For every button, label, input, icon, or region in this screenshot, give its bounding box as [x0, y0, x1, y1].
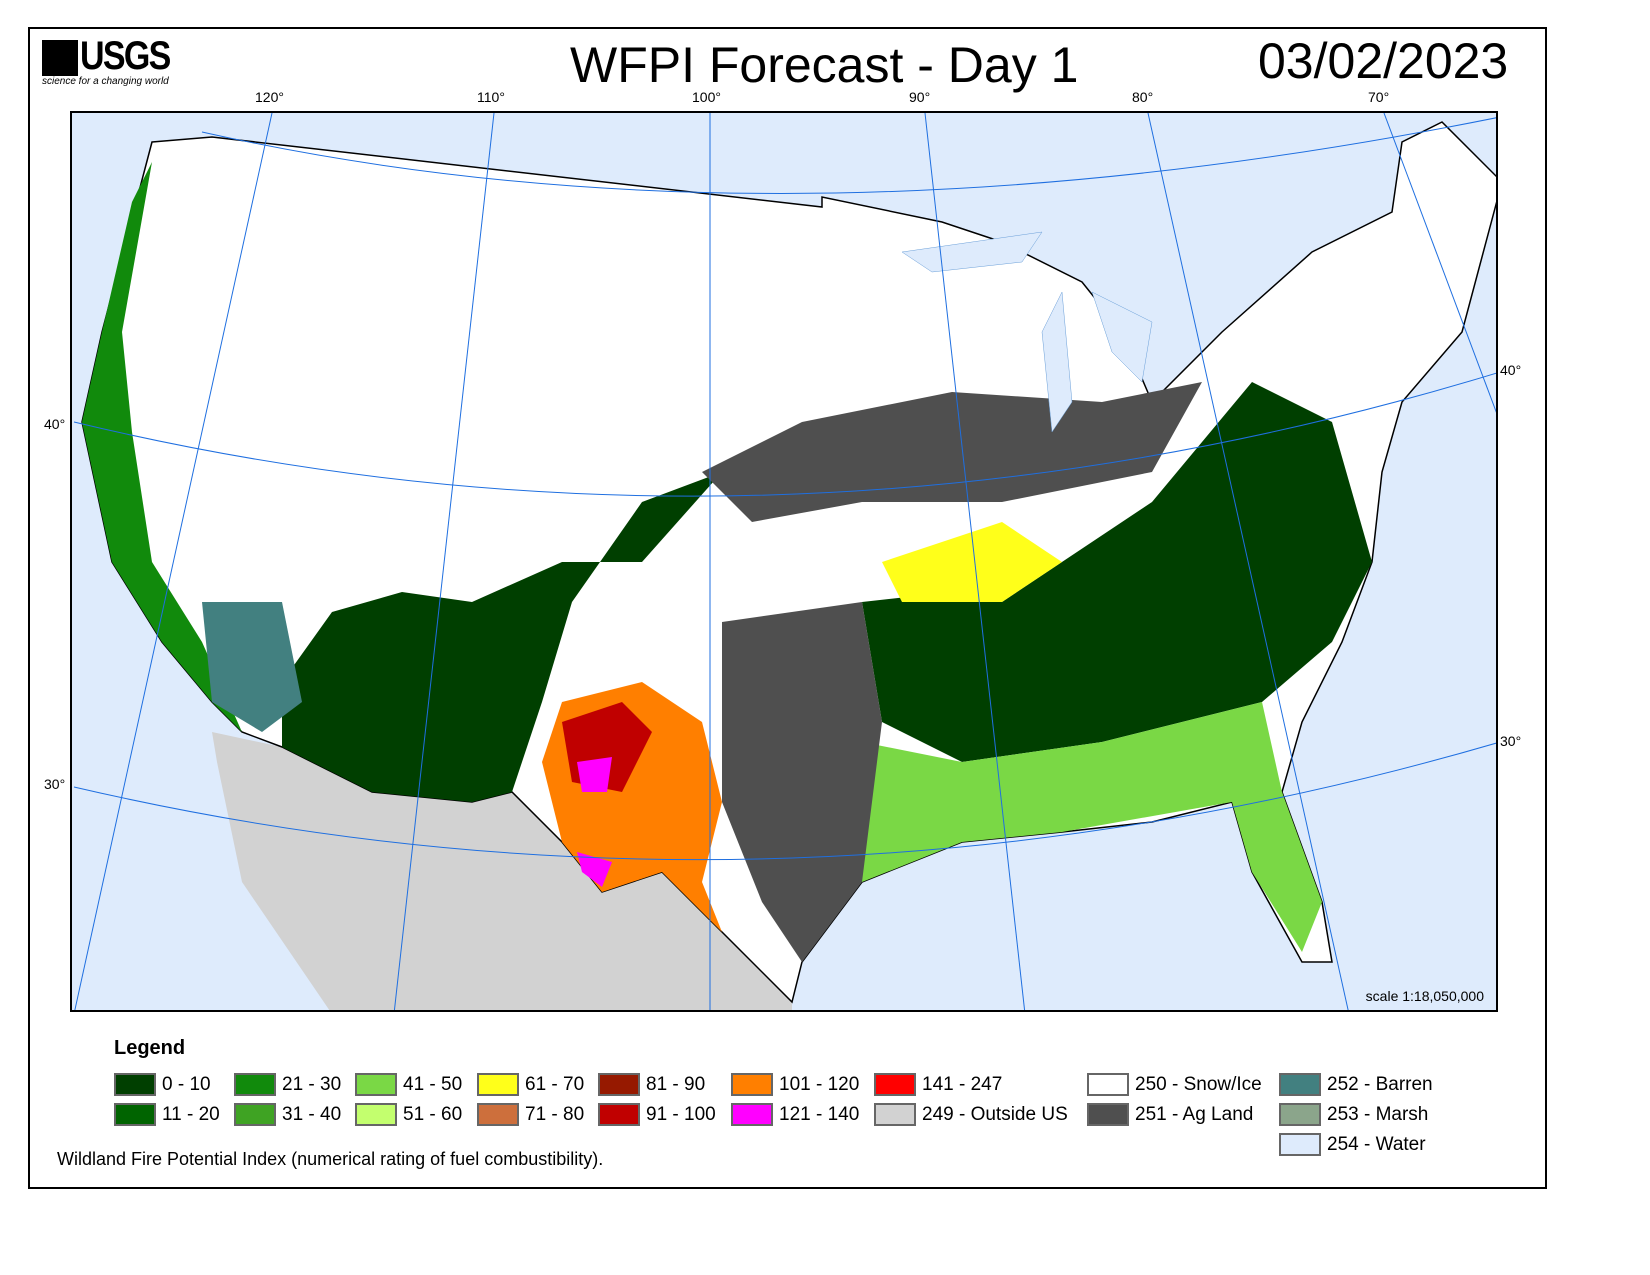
- legend-item: 250 - Snow/Ice: [1087, 1073, 1262, 1096]
- legend-note: Wildland Fire Potential Index (numerical…: [57, 1149, 604, 1169]
- map-scale: scale 1:18,050,000: [1365, 988, 1484, 1004]
- legend-label: 121 - 140: [779, 1103, 860, 1125]
- legend-swatch: [1279, 1133, 1321, 1156]
- logo-tagline: science for a changing world: [42, 76, 169, 87]
- page-frame: [28, 27, 1547, 1189]
- legend-item: 253 - Marsh: [1279, 1103, 1428, 1126]
- legend-title: Legend: [114, 1037, 186, 1059]
- legend-label: 250 - Snow/Ice: [1135, 1073, 1262, 1095]
- graticule: [73, 113, 1496, 1010]
- legend-item: 71 - 80: [477, 1103, 584, 1126]
- legend-item: 121 - 140: [731, 1103, 859, 1126]
- lon-label: 100°: [692, 89, 721, 105]
- ag-land-midwest: [702, 382, 1202, 522]
- legend-item: 61 - 70: [477, 1073, 584, 1096]
- legend-swatch: [1087, 1103, 1129, 1126]
- legend-label: 101 - 120: [779, 1073, 860, 1095]
- fuel-yellow-band: [882, 522, 1062, 602]
- legend-swatch: [598, 1103, 640, 1126]
- fuel-west-coast: [82, 162, 242, 732]
- legend-item: 91 - 100: [598, 1103, 716, 1126]
- legend-label: 141 - 247: [922, 1073, 1003, 1095]
- ag-land-south: [722, 602, 882, 962]
- legend-label: 31 - 40: [282, 1103, 342, 1125]
- lon-label: 80°: [1132, 89, 1154, 105]
- legend-item: 41 - 50: [355, 1073, 462, 1096]
- mexico: [212, 732, 792, 1010]
- legend-label: 61 - 70: [525, 1073, 585, 1095]
- legend-label: 251 - Ag Land: [1135, 1103, 1254, 1125]
- legend-item: 141 - 247: [874, 1073, 1002, 1096]
- legend-swatch: [1087, 1073, 1129, 1096]
- legend-swatch: [234, 1103, 276, 1126]
- legend-label: 91 - 100: [646, 1103, 716, 1125]
- legend-label: 11 - 20: [162, 1103, 220, 1125]
- legend-swatch: [731, 1073, 773, 1096]
- fuel-southwest: [282, 472, 722, 802]
- usgs-logo: USGS science for a changing world: [42, 34, 182, 90]
- fuel-texas-extreme: [577, 757, 612, 887]
- fuel-southeast: [862, 702, 1322, 952]
- legend-swatch: [731, 1103, 773, 1126]
- legend-item: 101 - 120: [731, 1073, 859, 1096]
- legend-swatch: [234, 1073, 276, 1096]
- map-canvas: [72, 113, 1496, 1010]
- lat-label: 40°: [44, 416, 66, 432]
- map-title: WFPI Forecast - Day 1: [570, 37, 1079, 93]
- legend-item: 254 - Water: [1279, 1133, 1426, 1156]
- lat-label: 40°: [1500, 362, 1522, 378]
- legend-swatch: [114, 1073, 156, 1096]
- usgs-wave-icon: [42, 40, 78, 76]
- legend-label: 21 - 30: [282, 1073, 342, 1095]
- legend-label: 71 - 80: [525, 1103, 585, 1125]
- legend-item: 252 - Barren: [1279, 1073, 1433, 1096]
- lon-label: 110°: [477, 89, 505, 105]
- legend-swatch: [114, 1103, 156, 1126]
- barren-area: [202, 602, 302, 732]
- logo-text: USGS: [80, 34, 171, 78]
- legend-item: 0 - 10: [114, 1073, 211, 1096]
- legend-label: 249 - Outside US: [922, 1103, 1068, 1125]
- lon-label: 90°: [909, 89, 931, 105]
- legend-label: 252 - Barren: [1327, 1073, 1433, 1095]
- legend-item: 11 - 20: [114, 1103, 220, 1126]
- legend-swatch: [477, 1103, 519, 1126]
- legend-label: 51 - 60: [403, 1103, 463, 1125]
- fuel-east: [862, 382, 1372, 762]
- legend-item: 81 - 90: [598, 1073, 705, 1096]
- legend-label: 41 - 50: [403, 1073, 463, 1095]
- lat-label: 30°: [44, 776, 66, 792]
- legend-label: 0 - 10: [162, 1073, 211, 1095]
- legend-item: 249 - Outside US: [874, 1103, 1068, 1126]
- great-lakes: [901, 231, 1153, 433]
- legend-label: 81 - 90: [646, 1073, 706, 1095]
- forecast-date: 03/02/2023: [1258, 33, 1509, 89]
- legend-swatch: [874, 1073, 916, 1096]
- legend-swatch: [355, 1103, 397, 1126]
- legend-item: 251 - Ag Land: [1087, 1103, 1253, 1126]
- legend-label: 254 - Water: [1327, 1133, 1426, 1155]
- legend-swatch: [598, 1073, 640, 1096]
- legend-item: 21 - 30: [234, 1073, 341, 1096]
- legend-swatch: [355, 1073, 397, 1096]
- legend-swatch: [874, 1103, 916, 1126]
- legend-swatch: [477, 1073, 519, 1096]
- wfpi-map: scale 1:18,050,000: [70, 111, 1498, 1012]
- legend-swatch: [1279, 1103, 1321, 1126]
- legend-item: 31 - 40: [234, 1103, 341, 1126]
- lat-label: 30°: [1500, 733, 1522, 749]
- lon-label: 120°: [255, 89, 284, 105]
- legend-swatch: [1279, 1073, 1321, 1096]
- legend-label: 253 - Marsh: [1327, 1103, 1429, 1125]
- legend-item: 51 - 60: [355, 1103, 462, 1126]
- lon-label: 70°: [1368, 89, 1390, 105]
